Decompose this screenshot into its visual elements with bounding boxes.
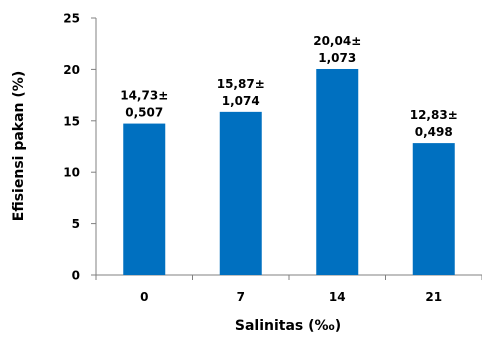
data-label: 0,507 <box>125 106 163 120</box>
y-tick-label: 0 <box>72 269 80 283</box>
x-tick-label: 7 <box>237 290 245 304</box>
data-label: 0,498 <box>415 125 453 139</box>
data-label: 1,074 <box>222 94 260 108</box>
bar <box>316 68 359 275</box>
x-tick-label: 21 <box>425 290 442 304</box>
y-tick-label: 20 <box>63 63 80 77</box>
data-labels: 0 14,73± 0,507 7 15,87± 1,074 14 20,04± 1,073 21 1… <box>120 34 458 304</box>
data-label: 12,83± <box>410 108 458 122</box>
y-tick-label: 25 <box>63 12 80 26</box>
data-label: 15,87± <box>217 77 265 91</box>
y-tick-label: 5 <box>72 217 80 231</box>
x-tick-label: 14 <box>329 290 346 304</box>
data-label: 1,073 <box>318 51 356 65</box>
x-tick-label: 0 <box>140 290 148 304</box>
y-tick-label: 10 <box>63 166 80 180</box>
data-label: 20,04± <box>313 34 361 48</box>
bars <box>123 68 455 276</box>
bar <box>412 143 455 275</box>
bar <box>219 111 262 275</box>
bar <box>123 123 166 276</box>
x-axis-label: Salinitas (‰) <box>235 318 341 334</box>
y-tick-label: 15 <box>63 114 80 128</box>
y-axis-label: Efisiensi pakan (%) <box>11 71 27 221</box>
data-label: 14,73± <box>120 89 168 103</box>
